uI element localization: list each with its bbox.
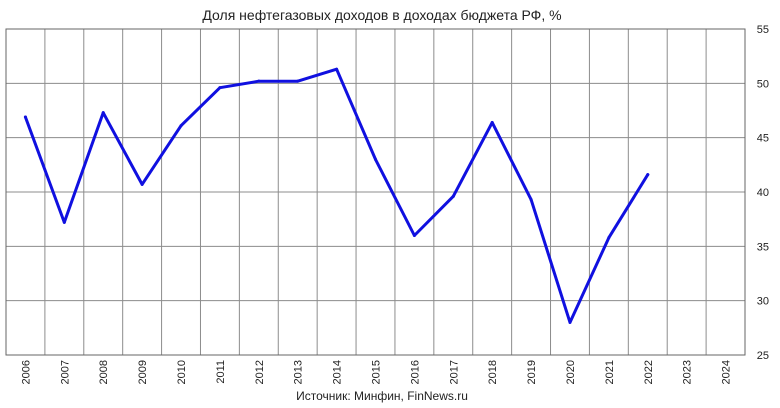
x-tick-label: 2006: [20, 360, 32, 384]
y-axis-ticks: 25 30 35 40 45 50 55: [757, 24, 769, 362]
x-tick-label: 2020: [565, 360, 577, 384]
x-tick-label: 2014: [332, 360, 344, 384]
data-point: [23, 115, 27, 119]
x-tick-label: 2017: [448, 360, 460, 384]
data-point: [335, 67, 339, 71]
y-tick-label: 30: [757, 296, 769, 308]
x-tick-label: 2007: [59, 360, 71, 384]
x-tick-label: 2008: [98, 360, 110, 384]
y-tick-label: 50: [757, 78, 769, 90]
x-tick-label: 2022: [643, 360, 655, 384]
x-tick-label: 2018: [487, 360, 499, 384]
data-point: [374, 157, 377, 161]
x-tick-label: 2011: [215, 360, 227, 384]
x-tick-label: 2023: [682, 360, 694, 384]
x-axis-ticks: 2006 2007 2008 2009 2010 2011 2012 2013 2014 2015…: [20, 360, 732, 384]
data-point: [140, 182, 144, 186]
series-layer: [23, 67, 650, 324]
x-tick-label: 2009: [137, 360, 149, 384]
x-tick-label: 2024: [721, 360, 733, 384]
source-label: Источник: Минфин, FinNews.ru: [296, 389, 468, 403]
y-tick-label: 45: [757, 133, 769, 145]
data-point: [257, 79, 261, 83]
data-point: [218, 86, 222, 90]
data-point: [490, 120, 494, 124]
grid: [6, 29, 745, 355]
x-tick-label: 2016: [409, 360, 421, 384]
x-tick-label: 2013: [293, 360, 305, 384]
data-point: [646, 173, 650, 177]
x-tick-label: 2019: [526, 360, 538, 384]
data-point: [412, 233, 416, 237]
data-point: [101, 111, 105, 115]
x-tick-label: 2015: [371, 360, 383, 384]
data-point: [451, 194, 455, 198]
data-point: [568, 320, 572, 324]
data-point: [529, 198, 533, 202]
chart-title: Доля нефтегазовых доходов в доходах бюдж…: [202, 7, 561, 23]
series-line: [23, 67, 650, 324]
data-point: [296, 79, 300, 83]
y-tick-label: 40: [757, 187, 769, 199]
x-tick-label: 2021: [604, 360, 616, 384]
y-tick-label: 55: [757, 24, 769, 36]
y-tick-label: 25: [757, 350, 769, 362]
y-tick-label: 35: [757, 241, 769, 253]
data-point: [62, 220, 66, 224]
data-point: [179, 124, 183, 128]
plot-frame: [5, 28, 746, 356]
x-tick-label: 2010: [176, 360, 188, 384]
x-tick-label: 2012: [254, 360, 266, 384]
data-point: [607, 236, 611, 240]
